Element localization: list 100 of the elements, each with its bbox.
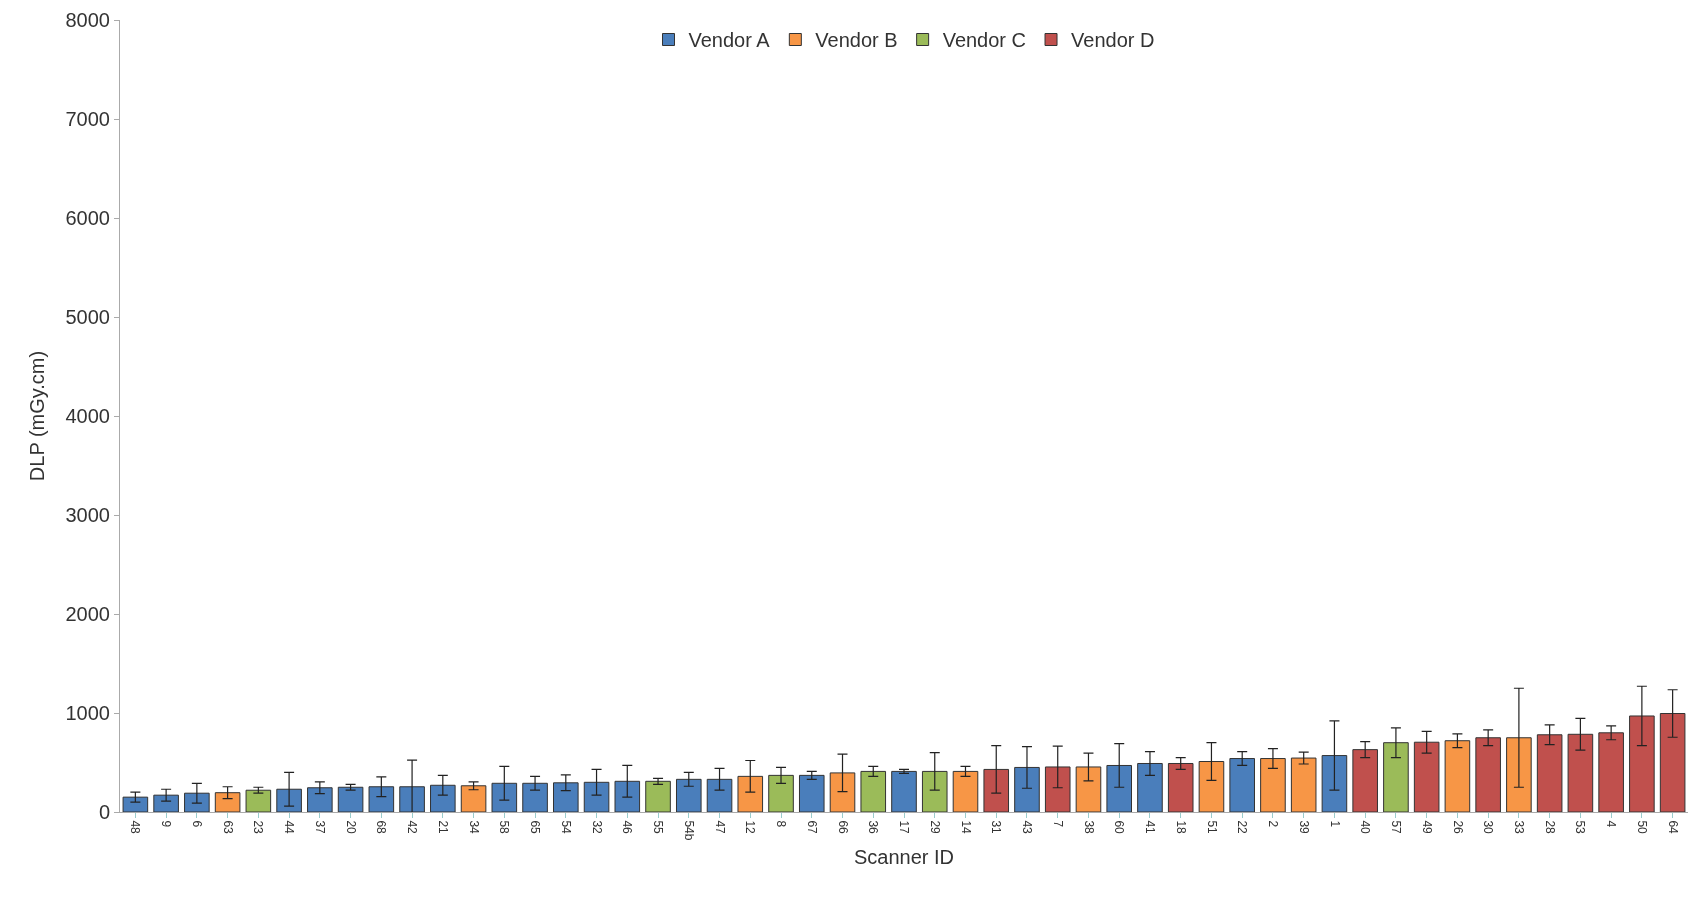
x-tick-label: 17: [897, 820, 912, 835]
y-axis-title: DLP (mGy.cm): [26, 350, 48, 482]
x-tick-label: 6: [189, 820, 204, 828]
bar: [1014, 766, 1040, 812]
x-tick-label: 22: [1235, 820, 1250, 835]
y-tick-label: 4000: [65, 405, 110, 427]
x-tick-label: 64: [1665, 820, 1680, 835]
x-tick-label: 9: [159, 820, 174, 828]
y-tick-label: 6000: [65, 207, 110, 229]
bar: [430, 784, 456, 812]
x-tick-label: 57: [1389, 820, 1404, 835]
y-tick-label: 3000: [65, 504, 110, 526]
y-tick-label: 8000: [65, 9, 110, 31]
x-tick-label: 30: [1481, 820, 1496, 835]
x-tick-label: 46: [620, 820, 635, 835]
bar: [1198, 761, 1225, 812]
x-tick-label: 18: [1173, 820, 1188, 835]
bar: [1075, 766, 1102, 812]
bar: [368, 786, 395, 812]
bar: [737, 775, 764, 812]
bar: [1444, 740, 1471, 812]
x-tick-label: 49: [1419, 820, 1434, 835]
x-tick-label: 7: [1050, 820, 1065, 828]
bar: [153, 794, 179, 812]
bar: [1352, 749, 1378, 812]
bar: [1659, 713, 1686, 812]
y-tick-label: 1000: [65, 702, 110, 724]
x-tick-label: 58: [497, 820, 512, 835]
y-tick-label: 5000: [65, 306, 110, 328]
bar: [1536, 734, 1563, 812]
x-tick-label: 8: [774, 820, 789, 828]
x-tick-label: 33: [1512, 820, 1526, 835]
x-tick-label: 66: [835, 820, 850, 835]
legend-label: Vendor A: [688, 29, 771, 52]
y-tick-label: 0: [98, 801, 110, 823]
bar: [522, 782, 548, 812]
bar: [1598, 732, 1624, 812]
x-tick-label: 2: [1266, 820, 1281, 828]
x-tick-label: 14: [958, 820, 973, 835]
x-tick-label: 34: [466, 820, 481, 835]
x-tick-label: 26: [1450, 820, 1465, 835]
bar: [645, 780, 671, 812]
bar: [860, 770, 887, 812]
x-tick-label: 51: [1204, 820, 1219, 835]
x-tick-label: 43: [1020, 820, 1035, 835]
x-tick-label: 38: [1081, 820, 1096, 835]
y-tick-label: 2000: [65, 603, 110, 625]
x-tick-label: 48: [128, 820, 143, 835]
x-tick-label: 39: [1296, 820, 1311, 835]
bar: [399, 786, 425, 812]
x-tick-label: 12: [743, 820, 758, 835]
x-axis-title: Scanner ID: [853, 846, 955, 869]
bar: [1229, 758, 1255, 812]
x-tick-label: 60: [1112, 820, 1127, 835]
bar: [491, 782, 518, 812]
bar: [1475, 737, 1501, 812]
x-tick-label: 1: [1327, 820, 1342, 828]
x-tick-label: 67: [804, 820, 819, 835]
bar: [337, 786, 364, 812]
x-tick-label: 32: [589, 820, 604, 835]
x-tick-label: 53: [1573, 820, 1588, 835]
bar: [122, 796, 149, 812]
bar: [1167, 762, 1194, 812]
bar: [1567, 733, 1594, 812]
bar: [706, 778, 733, 812]
x-tick-label: 36: [866, 820, 881, 835]
bar: [184, 792, 210, 812]
x-tick-label: 55: [651, 820, 666, 835]
bar: [553, 782, 579, 812]
bar: [583, 781, 610, 812]
x-tick-label: 28: [1542, 820, 1557, 835]
x-tick-label: 21: [435, 820, 450, 835]
x-tick-label: 41: [1143, 820, 1158, 835]
bar: [1413, 741, 1440, 812]
bar: [798, 774, 825, 812]
bar: [921, 770, 948, 812]
x-tick-label: 44: [282, 820, 297, 835]
x-tick-label: 63: [220, 820, 235, 835]
bar: [829, 772, 856, 812]
x-tick-label: 65: [528, 820, 543, 835]
x-tick-label: 23: [251, 820, 266, 835]
bar: [768, 774, 794, 812]
legend-label: Vendor C: [942, 29, 1027, 52]
x-tick-label: 37: [312, 820, 327, 835]
x-tick-label: 4: [1604, 820, 1619, 828]
x-tick-label: 50: [1634, 820, 1649, 835]
y-tick-label: 7000: [65, 108, 110, 130]
x-tick-label: 20: [343, 820, 358, 835]
x-tick-label: 29: [927, 820, 942, 835]
bar: [1044, 766, 1071, 812]
bar: [1506, 737, 1532, 812]
bar: [1383, 742, 1409, 812]
x-tick-label: 42: [405, 820, 420, 835]
bar: [1260, 758, 1286, 812]
x-tick-label: 31: [989, 820, 1004, 835]
bar: [675, 778, 702, 812]
bar: [1321, 755, 1348, 812]
bar: [983, 768, 1010, 812]
bar: [214, 792, 241, 812]
bar: [1106, 764, 1133, 812]
